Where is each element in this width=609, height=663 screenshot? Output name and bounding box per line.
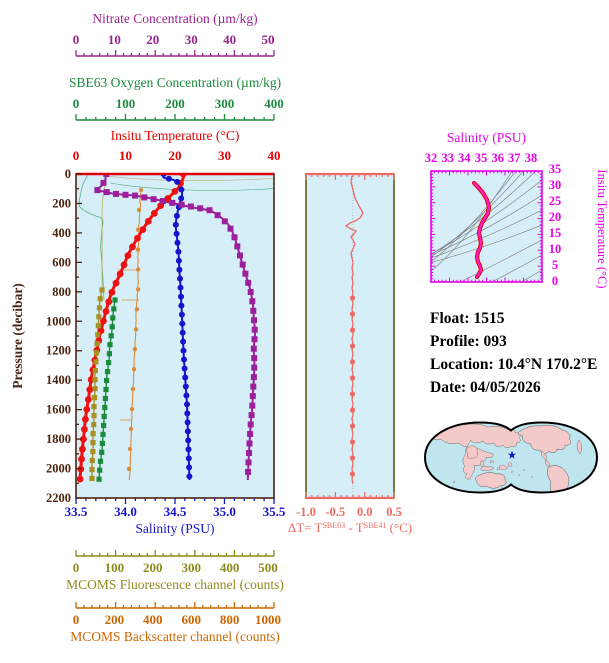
svg-text:300: 300 xyxy=(215,96,235,111)
svg-text:20: 20 xyxy=(169,148,182,163)
svg-text:10: 10 xyxy=(549,242,562,256)
svg-text:Nitrate Concentration (µm/kg): Nitrate Concentration (µm/kg) xyxy=(92,11,257,26)
svg-text:34.5: 34.5 xyxy=(164,504,187,519)
svg-text:0: 0 xyxy=(552,274,558,288)
svg-text:15: 15 xyxy=(549,226,562,240)
svg-text:Insitu Temperature (°C): Insitu Temperature (°C) xyxy=(111,128,240,143)
svg-text:200: 200 xyxy=(143,560,163,575)
svg-text:37: 37 xyxy=(508,151,521,165)
svg-text:Salinity (PSU): Salinity (PSU) xyxy=(135,521,214,536)
svg-text:33.5: 33.5 xyxy=(65,504,88,519)
svg-text:-0.5: -0.5 xyxy=(325,505,345,519)
svg-text:0: 0 xyxy=(65,167,71,181)
svg-text:500: 500 xyxy=(258,560,278,575)
svg-text:33: 33 xyxy=(441,151,454,165)
svg-text:600: 600 xyxy=(52,255,71,269)
svg-text:100: 100 xyxy=(116,96,136,111)
svg-text:40: 40 xyxy=(223,32,236,47)
svg-text:36: 36 xyxy=(491,151,504,165)
svg-text:20: 20 xyxy=(549,210,562,224)
svg-text:1200: 1200 xyxy=(46,344,71,358)
svg-text:Salinity (PSU): Salinity (PSU) xyxy=(447,130,526,145)
svg-text:Pressure (decibar): Pressure (decibar) xyxy=(10,283,25,389)
svg-text:5: 5 xyxy=(552,258,558,272)
svg-text:34: 34 xyxy=(458,151,471,165)
svg-text:600: 600 xyxy=(181,612,201,627)
svg-text:0: 0 xyxy=(73,96,80,111)
svg-text:100: 100 xyxy=(105,560,125,575)
svg-text:40: 40 xyxy=(268,148,281,163)
svg-text:35.0: 35.0 xyxy=(213,504,236,519)
svg-text:ΔT= TSBE63 - TSBE41 (°C): ΔT= TSBE63 - TSBE41 (°C) xyxy=(288,520,412,535)
svg-text:200: 200 xyxy=(165,96,185,111)
svg-text:1400: 1400 xyxy=(46,373,71,387)
svg-text:400: 400 xyxy=(52,226,71,240)
svg-text:0: 0 xyxy=(73,560,80,575)
svg-text:800: 800 xyxy=(52,285,71,299)
svg-text:10: 10 xyxy=(119,148,132,163)
svg-text:300: 300 xyxy=(181,560,201,575)
svg-text:1000: 1000 xyxy=(46,314,71,328)
svg-text:30: 30 xyxy=(549,178,562,192)
svg-text:400: 400 xyxy=(143,612,163,627)
svg-text:800: 800 xyxy=(220,612,240,627)
svg-text:20: 20 xyxy=(146,32,159,47)
svg-text:200: 200 xyxy=(52,196,71,210)
svg-text:35: 35 xyxy=(475,151,488,165)
svg-text:1600: 1600 xyxy=(46,403,71,417)
svg-text:0: 0 xyxy=(73,32,80,47)
svg-text:35: 35 xyxy=(549,162,562,176)
svg-text:1000: 1000 xyxy=(255,612,281,627)
svg-text:0: 0 xyxy=(73,148,80,163)
svg-text:1800: 1800 xyxy=(46,432,71,446)
svg-text:Float: 1515: Float: 1515 xyxy=(430,310,505,327)
svg-text:50: 50 xyxy=(262,32,275,47)
svg-text:Date: 04/05/2026: Date: 04/05/2026 xyxy=(430,379,541,396)
svg-text:10: 10 xyxy=(108,32,121,47)
svg-text:400: 400 xyxy=(220,560,240,575)
svg-text:MCOMS Fluorescence channel (co: MCOMS Fluorescence channel (counts) xyxy=(66,577,284,592)
svg-text:0.0: 0.0 xyxy=(357,505,373,519)
svg-text:400: 400 xyxy=(264,96,284,111)
svg-text:32: 32 xyxy=(425,151,438,165)
svg-text:0: 0 xyxy=(73,612,80,627)
svg-text:200: 200 xyxy=(105,612,125,627)
svg-text:Location: 10.4°N 170.2°E: Location: 10.4°N 170.2°E xyxy=(430,356,597,373)
svg-text:Profile: 093: Profile: 093 xyxy=(430,333,507,350)
svg-text:34.0: 34.0 xyxy=(114,504,137,519)
svg-text:30: 30 xyxy=(218,148,231,163)
svg-text:35.5: 35.5 xyxy=(263,504,286,519)
svg-text:30: 30 xyxy=(185,32,198,47)
svg-text:38: 38 xyxy=(525,151,538,165)
svg-text:MCOMS Backscatter channel (cou: MCOMS Backscatter channel (counts) xyxy=(70,629,280,644)
svg-text:-1.0: -1.0 xyxy=(296,505,316,519)
svg-text:Insitu Temperature (°C): Insitu Temperature (°C) xyxy=(595,169,609,288)
svg-text:2200: 2200 xyxy=(46,491,71,505)
svg-text:SBE63 Oxygen Concentration (µm: SBE63 Oxygen Concentration (µm/kg) xyxy=(69,75,281,90)
svg-text:25: 25 xyxy=(549,194,562,208)
svg-text:2000: 2000 xyxy=(46,462,71,476)
svg-text:0.5: 0.5 xyxy=(386,505,402,519)
